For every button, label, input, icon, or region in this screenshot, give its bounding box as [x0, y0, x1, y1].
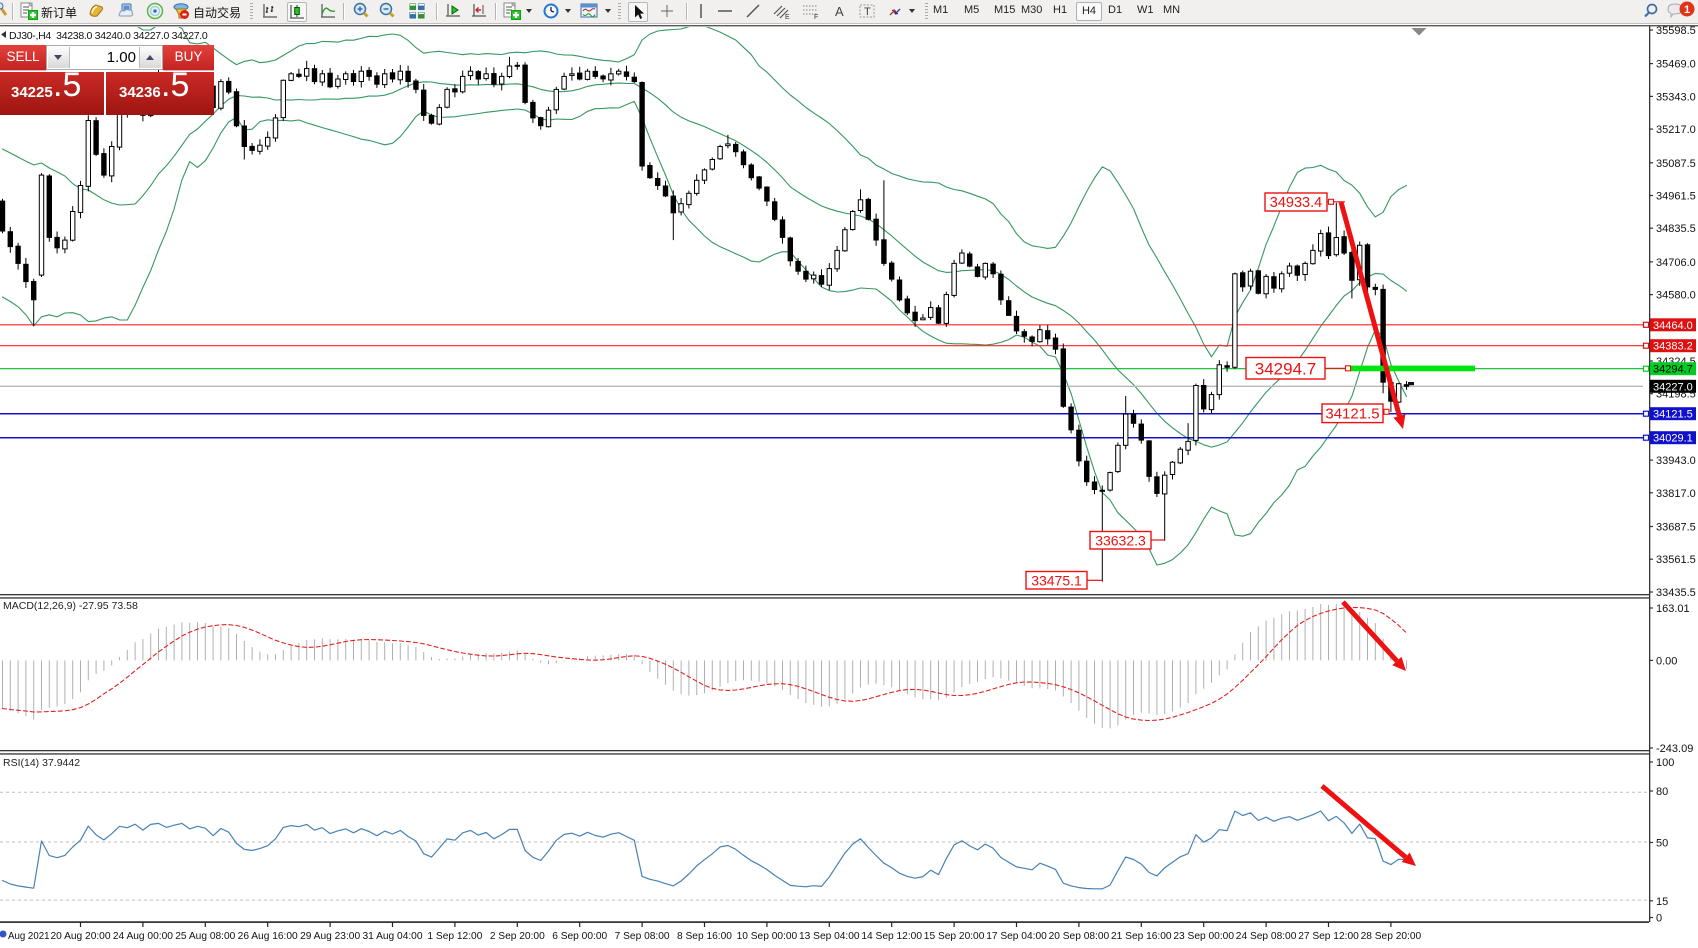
svg-text:34706.0: 34706.0	[1656, 257, 1696, 269]
svg-text:34294.7: 34294.7	[1255, 359, 1316, 378]
svg-text:15: 15	[1656, 896, 1668, 908]
svg-text:100: 100	[1656, 757, 1674, 769]
svg-text:25 Aug 08:00: 25 Aug 08:00	[175, 931, 235, 942]
svg-text:RSI(14) 37.9442: RSI(14) 37.9442	[3, 757, 80, 769]
svg-text:33475.1: 33475.1	[1031, 572, 1082, 588]
svg-text:34294.7: 34294.7	[1653, 364, 1693, 376]
svg-text:20 Sep 08:00: 20 Sep 08:00	[1049, 931, 1110, 942]
svg-text:50: 50	[1656, 838, 1668, 850]
svg-text:17 Sep 04:00: 17 Sep 04:00	[986, 931, 1047, 942]
svg-text:24 Aug 00:00: 24 Aug 00:00	[113, 931, 173, 942]
svg-text:1 Sep 12:00: 1 Sep 12:00	[427, 931, 482, 942]
svg-text:1: 1	[1684, 4, 1690, 16]
svg-text:33435.5: 33435.5	[1656, 587, 1696, 599]
svg-text:34835.5: 34835.5	[1656, 223, 1696, 235]
svg-text:23 Sep 00:00: 23 Sep 00:00	[1173, 931, 1234, 942]
svg-text:E: E	[785, 14, 790, 20]
svg-text:33561.5: 33561.5	[1656, 554, 1696, 566]
svg-text:6 Sep 00:00: 6 Sep 00:00	[552, 931, 607, 942]
svg-text:T: T	[864, 6, 871, 18]
svg-text:10 Sep 00:00: 10 Sep 00:00	[737, 931, 798, 942]
svg-text:13 Sep 04:00: 13 Sep 04:00	[799, 931, 860, 942]
svg-text:34961.5: 34961.5	[1656, 191, 1696, 203]
svg-text:24 Sep 08:00: 24 Sep 08:00	[1236, 931, 1297, 942]
svg-text:35598.5: 35598.5	[1656, 25, 1696, 37]
svg-text:34933.4: 34933.4	[1270, 195, 1322, 211]
svg-text:MACD(12,26,9) -27.95 73.58: MACD(12,26,9) -27.95 73.58	[3, 600, 138, 612]
svg-text:35087.5: 35087.5	[1656, 158, 1696, 170]
svg-text:33943.0: 33943.0	[1656, 455, 1696, 467]
svg-text:35469.0: 35469.0	[1656, 59, 1696, 71]
svg-text:34464.0: 34464.0	[1653, 320, 1693, 332]
svg-text:35343.0: 35343.0	[1656, 91, 1696, 103]
svg-text:34121.5: 34121.5	[1653, 409, 1693, 421]
svg-text:34029.1: 34029.1	[1653, 433, 1693, 445]
svg-text:33632.3: 33632.3	[1095, 532, 1146, 548]
svg-text:2 Sep 20:00: 2 Sep 20:00	[490, 931, 545, 942]
svg-text:29 Aug 23:00: 29 Aug 23:00	[300, 931, 360, 942]
svg-text:27 Sep 12:00: 27 Sep 12:00	[1298, 931, 1359, 942]
svg-text:8 Sep 16:00: 8 Sep 16:00	[677, 931, 732, 942]
svg-text:34580.0: 34580.0	[1656, 290, 1696, 302]
svg-text:80: 80	[1656, 786, 1668, 798]
svg-text:14 Sep 12:00: 14 Sep 12:00	[861, 931, 922, 942]
svg-text:7 Sep 08:00: 7 Sep 08:00	[615, 931, 670, 942]
svg-text:33687.5: 33687.5	[1656, 522, 1696, 534]
svg-text:163.01: 163.01	[1656, 603, 1690, 615]
svg-text:26 Aug 16:00: 26 Aug 16:00	[238, 931, 298, 942]
svg-text:Aug 2021: Aug 2021	[8, 931, 49, 942]
svg-text:-243.09: -243.09	[1656, 743, 1693, 755]
svg-text:15 Sep 20:00: 15 Sep 20:00	[924, 931, 985, 942]
svg-text:34227.0: 34227.0	[1653, 381, 1693, 393]
svg-text:35217.0: 35217.0	[1656, 124, 1696, 136]
svg-text:0: 0	[1656, 913, 1662, 925]
svg-text:34121.5: 34121.5	[1325, 406, 1379, 423]
svg-text:28 Sep 20:00: 28 Sep 20:00	[1361, 931, 1422, 942]
svg-text:F: F	[814, 14, 818, 20]
svg-text:0.00: 0.00	[1656, 655, 1677, 667]
svg-text:33817.0: 33817.0	[1656, 488, 1696, 500]
svg-text:21 Sep 16:00: 21 Sep 16:00	[1111, 931, 1172, 942]
svg-text:20 Aug 20:00: 20 Aug 20:00	[50, 931, 110, 942]
svg-text:34383.2: 34383.2	[1653, 341, 1693, 353]
svg-text:A: A	[835, 4, 844, 19]
svg-text:DJ30-,H4 34238.0 34240.0 3422: DJ30-,H4 34238.0 34240.0 34227.0 34227.0	[9, 30, 208, 42]
svg-text:31 Aug 04:00: 31 Aug 04:00	[362, 931, 422, 942]
